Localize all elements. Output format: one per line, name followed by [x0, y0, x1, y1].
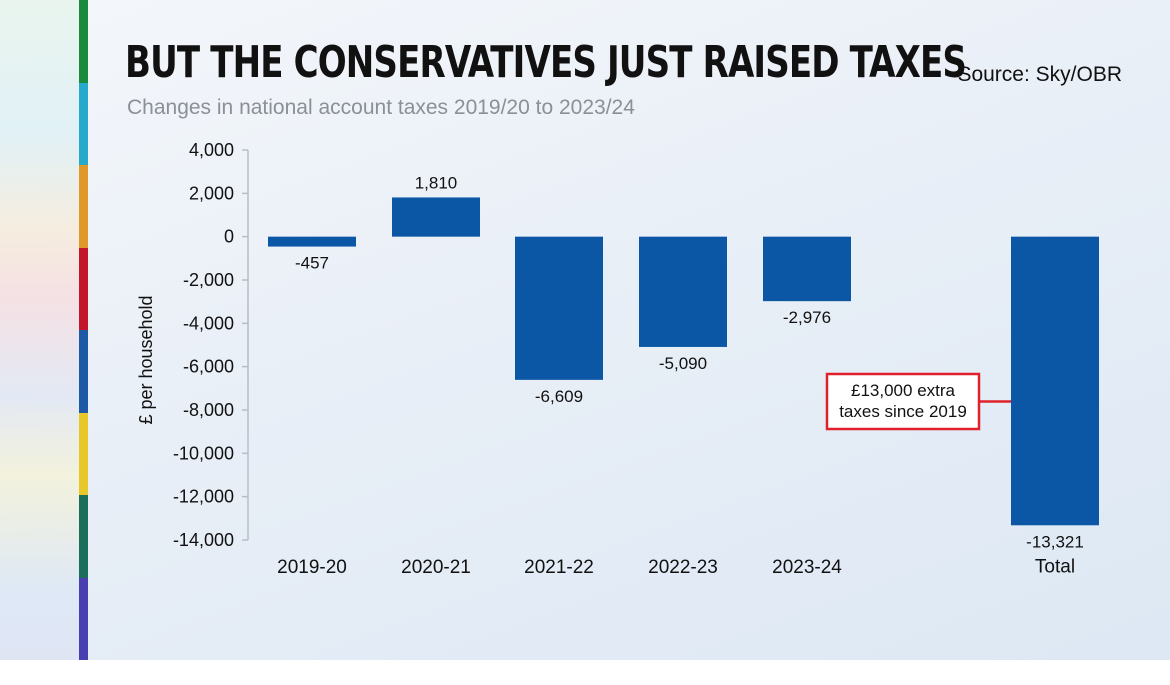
y-tick-label: 4,000	[189, 140, 234, 160]
bar-2022-23	[639, 236, 727, 347]
bars	[268, 197, 1099, 526]
bar-2019-20	[268, 236, 356, 247]
data-label: -6,609	[535, 387, 583, 406]
y-tick-label: -10,000	[173, 443, 234, 463]
colour-strip	[79, 0, 88, 660]
y-tick-label: -8,000	[183, 400, 234, 420]
source-label: Source: Sky/OBR	[957, 63, 1122, 86]
category-label: 2022-23	[648, 557, 718, 578]
y-tick-label: 0	[224, 227, 234, 247]
y-tick-label: 2,000	[189, 183, 234, 203]
colour-strip-segment	[79, 0, 88, 84]
bar-chart: 4,000 2,000 0 -2,000 -4,000 -6,000 -8,000 -10,0…	[136, 140, 1099, 578]
callout-text: taxes since 2019	[839, 402, 967, 421]
data-label: -5,090	[659, 354, 707, 373]
data-label: 1,810	[415, 173, 458, 192]
chart-panel: BUT THE CONSERVATIVES JUST RAISED TAXES …	[0, 0, 1170, 660]
data-label: -13,321	[1026, 532, 1084, 551]
y-tick-label: -14,000	[173, 530, 234, 550]
category-label: 2021-22	[524, 557, 594, 578]
bar-2023-24	[763, 236, 851, 302]
colour-strip-segment	[79, 247, 88, 331]
data-label: -2,976	[783, 308, 831, 327]
annotation-callout: £13,000 extra taxes since 2019	[825, 372, 1011, 431]
y-tick-label: -4,000	[183, 313, 234, 333]
y-axis-title: £ per household	[136, 295, 156, 424]
chart-title: BUT THE CONSERVATIVES JUST RAISED TAXES	[125, 37, 967, 88]
y-tick-label: -2,000	[183, 270, 234, 290]
y-axis: 4,000 2,000 0 -2,000 -4,000 -6,000 -8,000 -10,0…	[136, 140, 249, 550]
bar-total	[1011, 236, 1099, 526]
category-labels: 2019-20 2020-21 2021-22 2022-23 2023-24 Total	[277, 556, 1075, 578]
bar-2021-22	[515, 236, 603, 380]
category-label: Total	[1035, 556, 1075, 577]
colour-strip-segment	[79, 495, 88, 579]
data-labels: -457 1,810 -6,609 -5,090 -2,976 -13,321	[295, 173, 1084, 551]
colour-strip-segment	[79, 165, 88, 249]
category-label: 2020-21	[401, 557, 471, 578]
chart-subtitle: Changes in national account taxes 2019/2…	[127, 96, 635, 119]
category-label: 2019-20	[277, 557, 347, 578]
category-label: 2023-24	[772, 557, 842, 578]
colour-strip-segment	[79, 330, 88, 414]
colour-strip-segment	[79, 577, 88, 660]
data-label: -457	[295, 254, 329, 273]
bar-2020-21	[392, 197, 480, 237]
y-tick-label: -6,000	[183, 357, 234, 377]
side-background	[0, 0, 80, 660]
colour-strip-segment	[79, 82, 88, 166]
colour-strip-segment	[79, 412, 88, 496]
y-tick-label: -12,000	[173, 487, 234, 507]
callout-text: £13,000 extra	[851, 381, 956, 400]
callout-box	[825, 372, 981, 431]
